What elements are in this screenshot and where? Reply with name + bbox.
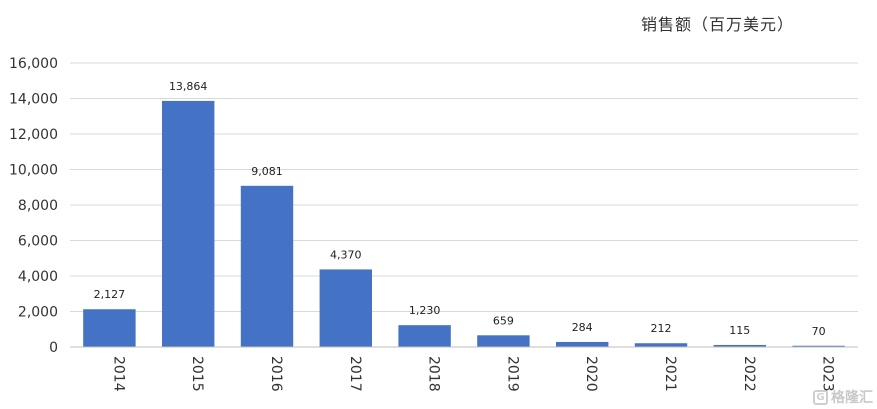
y-axis-tick-labels: 0 2,000 4,000 6,000 8,000 10,000 12,000 14,000 1… (9, 56, 58, 356)
x-tick-label-2014: 2014 (110, 356, 126, 392)
x-tick-label-2023: 2023 (820, 356, 836, 392)
x-axis-tick-labels: 2014 2015 2016 2017 2018 2019 2020 2021 2022 2023 (110, 356, 835, 392)
data-label-2020: 284 (572, 321, 593, 334)
x-tick-label-2017: 2017 (347, 356, 363, 392)
bars (83, 100, 845, 347)
bar-2022 (713, 344, 767, 347)
x-tick-label-2019: 2019 (504, 356, 520, 392)
y-tick-label: 8,000 (18, 198, 58, 214)
x-tick-label-2021: 2021 (662, 356, 678, 392)
data-label-2016: 9,081 (251, 165, 283, 178)
data-label-2021: 212 (651, 322, 672, 335)
y-tick-label: 10,000 (9, 163, 58, 179)
bar-2021 (634, 343, 688, 347)
y-tick-label: 6,000 (18, 234, 58, 250)
y-tick-label: 0 (49, 340, 58, 356)
bar-2018 (398, 325, 451, 347)
x-tick-label-2020: 2020 (583, 356, 599, 392)
bar-2020 (555, 341, 609, 347)
data-labels: 2,127 13,864 9,081 4,370 1,230 659 284 212 115 70 (94, 80, 826, 338)
x-tick-label-2018: 2018 (426, 356, 442, 392)
x-tick-label-2022: 2022 (741, 356, 757, 392)
data-label-2015: 13,864 (169, 80, 208, 93)
y-tick-label: 2,000 (18, 305, 58, 321)
watermark-logo-icon: G (813, 389, 828, 405)
y-tick-label: 12,000 (9, 127, 58, 143)
data-label-2023: 70 (812, 325, 826, 338)
watermark-text: 格隆汇 (831, 390, 873, 406)
watermark: G 格隆汇 (813, 387, 873, 407)
x-tick-label-2016: 2016 (268, 356, 284, 392)
y-tick-label: 14,000 (9, 92, 58, 108)
bar-2015 (161, 100, 215, 347)
data-label-2022: 115 (729, 324, 750, 337)
bar-2014 (83, 309, 136, 347)
data-label-2018: 1,230 (409, 304, 441, 317)
x-tick-label-2015: 2015 (189, 356, 205, 392)
data-label-2019: 659 (493, 314, 514, 327)
bar-2023 (792, 345, 845, 347)
bar-2016 (240, 185, 294, 347)
bar-2019 (477, 335, 530, 347)
y-tick-label: 16,000 (9, 56, 58, 72)
y-tick-label: 4,000 (18, 269, 58, 285)
unit-label: 销售额（百万美元） (641, 15, 795, 34)
data-label-2014: 2,127 (94, 288, 126, 301)
data-label-2017: 4,370 (330, 248, 362, 261)
bar-2017 (319, 269, 373, 347)
